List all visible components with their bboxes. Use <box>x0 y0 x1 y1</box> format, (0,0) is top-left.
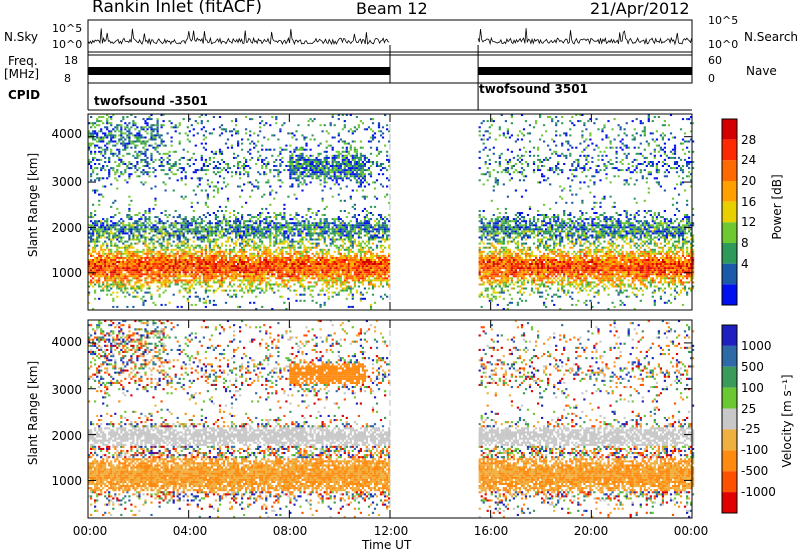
colorbar-frame-1 <box>721 324 738 514</box>
colorbar-tick-1-0: 1000 <box>741 338 772 353</box>
colorbar-tick-1-3: 25 <box>741 401 757 416</box>
colorbar-swatch-1-4 <box>722 408 737 430</box>
freq-label: Freq. <box>8 54 38 68</box>
p1-ytick-4000: 4000 <box>51 127 82 141</box>
colorbar-tick-0-0: 28 <box>741 132 757 147</box>
colorbar-swatch-1-7 <box>722 471 737 493</box>
colorbar-tick-1-4: -25 <box>741 422 761 437</box>
nave-tick-low: 0 <box>708 72 715 85</box>
date-title: 21/Apr/2012 <box>590 0 690 18</box>
xtick-5: 20:00 <box>573 524 609 538</box>
colorbar-tick-0-4: 12 <box>741 215 757 230</box>
nave-label: Nave <box>746 64 777 78</box>
colorbar-swatch-0-8 <box>722 284 737 305</box>
xaxis-label: Time UT <box>362 538 412 552</box>
colorbar-swatch-1-8 <box>722 492 737 513</box>
colorbar-tick-0-1: 24 <box>741 153 757 168</box>
freq-trace-0 <box>88 67 390 75</box>
colorbar-swatch-1-6 <box>722 450 737 472</box>
p2-ytick-1000: 1000 <box>51 474 82 488</box>
p1-ytick-2000: 2000 <box>51 221 82 235</box>
nsky-trace-0 <box>87 28 390 46</box>
p1-ytick-1000: 1000 <box>51 266 82 280</box>
nsky-label: N.Sky <box>4 30 39 44</box>
colorbar-swatch-0-6 <box>722 243 737 264</box>
colorbar-frame-0 <box>721 118 738 306</box>
colorbar-tick-0-6: 4 <box>741 256 749 271</box>
cpid-segment-2: twofsound 3501 <box>479 82 588 96</box>
colorbar-swatch-1-5 <box>722 429 737 451</box>
colorbar-swatch-1-0 <box>722 325 737 346</box>
colorbar-tick-0-2: 20 <box>741 174 757 188</box>
nsky-trace-1 <box>477 28 693 46</box>
p1-ytick-3000: 3000 <box>51 175 82 189</box>
colorbar-tick-1-1: 500 <box>741 359 764 374</box>
xtick-6: 00:00 <box>673 524 709 538</box>
xtick-2: 08:00 <box>272 524 308 538</box>
beam-title: Beam 12 <box>356 0 428 18</box>
colorbar-swatch-1-2 <box>722 366 737 388</box>
station-title: Rankin Inlet (fitACF) <box>92 0 263 17</box>
freq-unit-label: [MHz] <box>4 67 40 81</box>
colorbar-swatch-0-0 <box>722 119 737 140</box>
nsky-tick-low: 10^0 <box>52 38 83 51</box>
colorbar-swatch-0-1 <box>722 139 737 161</box>
xtick-0: 00:00 <box>72 524 108 538</box>
nsearch-tick-high: 10^5 <box>708 14 739 27</box>
colorbar-tick-1-2: 100 <box>741 380 764 395</box>
colorbar-swatch-1-3 <box>722 387 737 409</box>
colorbar-swatch-0-4 <box>722 201 737 223</box>
colorbar-tick-1-7: -1000 <box>741 485 776 500</box>
p2-ytick-4000: 4000 <box>51 335 82 349</box>
colorbar-swatch-0-5 <box>722 222 737 243</box>
freq-trace-1 <box>478 67 692 75</box>
cpid-label: CPID <box>8 88 41 102</box>
colorbar-tick-0-3: 16 <box>741 194 757 209</box>
nave-tick-high: 60 <box>708 54 722 67</box>
colorbar-tick-1-6: -500 <box>741 464 769 479</box>
xtick-1: 04:00 <box>172 524 208 538</box>
xtick-4: 16:00 <box>473 524 509 538</box>
colorbar-swatch-0-7 <box>722 263 737 285</box>
p2-ytick-2000: 2000 <box>51 429 82 443</box>
heatmap-cells-power <box>88 114 695 310</box>
freq-tick-low: 8 <box>64 72 71 85</box>
heatmap-cells-velocity <box>88 320 695 518</box>
nsearch-label: N.Search <box>744 30 799 44</box>
cpid-segment-1: twofsound -3501 <box>94 94 208 108</box>
colorbar-tick-1-5: -100 <box>741 443 769 458</box>
nsky-tick-high: 10^5 <box>52 22 83 35</box>
p2-ytick-3000: 3000 <box>51 383 82 397</box>
colorbar-swatch-0-3 <box>722 181 737 202</box>
colorbar-swatch-0-2 <box>722 160 737 181</box>
colorbar-swatch-1-1 <box>722 345 737 367</box>
colorbar-tick-0-5: 8 <box>741 236 749 250</box>
freq-tick-high: 18 <box>64 54 78 67</box>
xtick-3: 12:00 <box>373 524 409 538</box>
nsearch-tick-low: 10^0 <box>708 38 739 51</box>
